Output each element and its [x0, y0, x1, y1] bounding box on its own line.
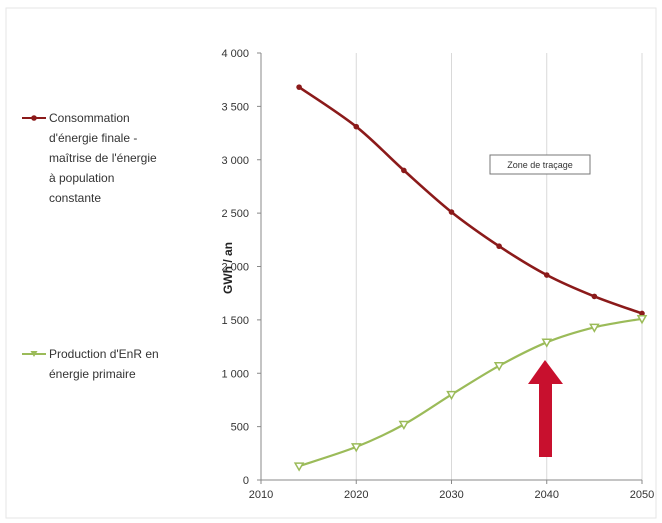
legend-line: constante: [49, 191, 101, 205]
data-point-consommation: [401, 167, 407, 174]
x-tick-label: 2040: [535, 489, 559, 501]
data-point-production: [293, 462, 305, 472]
data-point-production: [398, 420, 410, 431]
plot-area-tooltip: Zone de traçage: [489, 154, 591, 175]
y-tick-label: 3 000: [221, 155, 249, 167]
data-point-production: [350, 443, 362, 453]
x-tick-label: 2030: [439, 489, 463, 501]
legend-entry-consommation: Consommation d'énergie finale - maîtrise d…: [22, 111, 157, 205]
y-tick-labels: 0 500 1 000 1 500 2 000 2 500 3 000 3 500 4 000: [221, 48, 249, 487]
plot-area-border: [5, 7, 657, 519]
x-tick-labels: 2010 2020 2030 2040 2050: [249, 489, 654, 501]
y-tick-label: 1 000: [221, 368, 249, 380]
y-tick-label: 1 500: [221, 315, 249, 327]
data-point-production: [541, 338, 553, 348]
data-point-consommation: [448, 209, 455, 215]
legend: Consommation d'énergie finale - maîtrise d…: [22, 111, 159, 381]
y-tick-label: 0: [243, 475, 249, 487]
legend-line: Consommation: [49, 111, 130, 125]
legend-line: énergie primaire: [49, 367, 136, 381]
tooltip-label: Zone de traçage: [507, 160, 573, 170]
y-tick-label: 500: [231, 422, 249, 434]
y-axis-label: GWh / an: [221, 242, 235, 294]
x-tick-label: 2050: [630, 489, 654, 501]
y-tick-label: 2 500: [221, 208, 249, 220]
series-line-production: [298, 317, 643, 468]
data-point-consommation: [639, 310, 645, 317]
legend-marker-consommation: [31, 115, 37, 121]
axes: [257, 52, 643, 484]
legend-line: d'énergie finale -: [49, 131, 137, 145]
y-tick-label: 2 000: [221, 262, 249, 274]
data-point-consommation: [353, 123, 360, 130]
legend-marker-production: [30, 351, 38, 357]
legend-line: à population: [49, 171, 114, 185]
data-point-production: [446, 390, 457, 401]
y-tick-label: 3 500: [221, 101, 249, 113]
x-tick-label: 2010: [249, 489, 273, 501]
data-point-consommation: [591, 293, 598, 300]
x-tick-label: 2020: [344, 489, 368, 501]
data-point-production: [493, 362, 505, 372]
legend-label-consommation: Consommation d'énergie finale - maîtrise d…: [49, 111, 157, 205]
series-group: [293, 84, 648, 472]
annotation-arrow: [528, 360, 563, 457]
legend-line: maîtrise de l'énergie: [49, 151, 157, 165]
data-point-consommation: [543, 272, 550, 278]
data-point-production: [589, 323, 600, 333]
legend-line: Production d'EnR en: [49, 347, 159, 361]
legend-entry-production: Production d'EnR en énergie primaire: [22, 347, 159, 381]
data-point-production: [636, 315, 648, 325]
legend-label-production: Production d'EnR en énergie primaire: [49, 347, 159, 381]
data-point-consommation: [296, 84, 302, 90]
data-point-consommation: [496, 243, 502, 250]
y-tick-label: 4 000: [221, 48, 249, 60]
